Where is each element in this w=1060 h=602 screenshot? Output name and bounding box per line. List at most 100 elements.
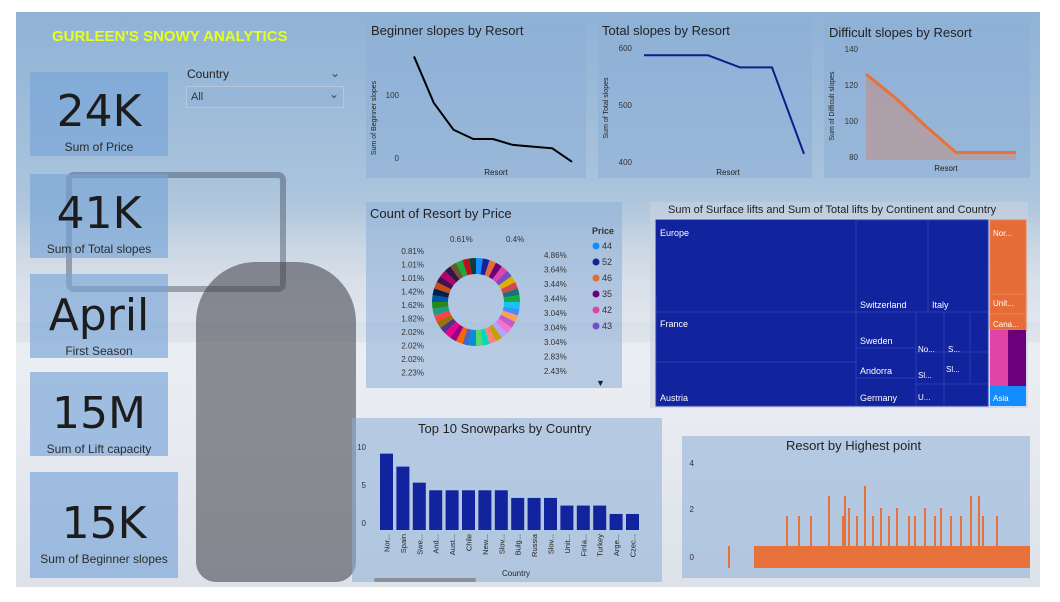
resort-by-price-donut-chart[interactable]: Count of Resort by Price 0.81% 1.01% 1.01%…	[366, 202, 622, 388]
treemap-label: S...	[948, 345, 960, 354]
donut-slice	[480, 328, 490, 346]
bar	[494, 490, 508, 530]
x-tick-label: And...	[432, 534, 441, 554]
treemap-cell-austria	[655, 361, 857, 407]
x-tick-label: Slov...	[497, 534, 506, 554]
kpi-sum-of-beginner-slopes[interactable]: 15K Sum of Beginner slopes	[30, 472, 178, 578]
donut-slice	[444, 266, 460, 283]
treemap-cell-purple	[1008, 330, 1026, 386]
report-title: GURLEEN'S SNOWY ANALYTICS	[52, 28, 288, 45]
kpi-value: 15M	[52, 388, 146, 439]
donut-plot: 0.81% 1.01% 1.01% 1.42% 1.62% 1.82% 2.02% 2.02%…	[401, 226, 614, 378]
kpi-sum-of-lift-capacity[interactable]: 15M Sum of Lift capacity	[30, 372, 168, 456]
kpi-label: Sum of Total slopes	[46, 242, 152, 256]
treemap-label: U...	[918, 393, 930, 402]
bar	[810, 516, 812, 568]
y-tick-label: 600	[619, 44, 633, 53]
highest-point-chart[interactable]: Resort by Highest point 4 2 0	[682, 436, 1030, 578]
x-tick-label: Spain	[399, 534, 408, 553]
country-dropdown[interactable]: All ⌄	[186, 86, 344, 108]
y-tick-label: 80	[849, 153, 858, 162]
total-slopes-chart[interactable]: Total slopes by Resort Sum of Total slop…	[598, 18, 812, 178]
bar	[511, 497, 525, 530]
chevron-down-icon[interactable]: ⌄	[329, 66, 340, 80]
x-tick-label: Chile	[465, 534, 474, 551]
donut-slice	[436, 314, 454, 328]
beginner-slopes-chart[interactable]: Beginner slopes by Resort Sum of Beginne…	[366, 18, 586, 178]
bar	[872, 516, 874, 568]
kpi-label: Sum of Lift capacity	[46, 442, 152, 456]
caret-down-icon[interactable]: ▼	[596, 378, 605, 388]
bar	[754, 546, 1030, 568]
y-tick-label: 10	[357, 443, 366, 452]
slice-label: 4.86%	[544, 251, 567, 260]
donut-slice	[432, 302, 449, 309]
x-tick-label: Swe...	[415, 534, 424, 555]
donut-slice	[432, 295, 449, 302]
series-line	[413, 56, 573, 163]
treemap-cell-switzerland	[855, 219, 929, 313]
total-slopes-plot: Sum of Total slopes Resort 600 500 400	[603, 44, 805, 177]
slice-label: 3.04%	[544, 309, 567, 318]
treemap-cell-andorra	[855, 347, 917, 379]
chevron-down-icon[interactable]: ⌄	[328, 87, 339, 101]
x-axis-label: Resort	[716, 168, 740, 177]
bar	[914, 516, 916, 568]
chart-title: Beginner slopes by Resort	[371, 23, 524, 38]
donut-slice	[495, 318, 512, 334]
bar	[593, 505, 607, 530]
treemap-label: Cana...	[993, 320, 1019, 329]
kpi-value: 41K	[56, 188, 142, 239]
kpi-sum-of-total-slopes[interactable]: 41K Sum of Total slopes	[30, 174, 168, 258]
bar	[848, 508, 850, 568]
donut-slice	[500, 310, 518, 322]
treemap-label: Germany	[860, 393, 898, 403]
donut-slice	[469, 258, 476, 275]
bar	[864, 486, 866, 568]
y-tick-label: 0	[362, 519, 367, 528]
legend-marker	[592, 306, 600, 314]
donut-slice	[503, 295, 520, 302]
x-tick-label: Czec...	[629, 534, 638, 557]
bar	[934, 516, 936, 568]
country-slicer[interactable]: Country ⌄ All ⌄	[184, 64, 344, 114]
bar	[445, 490, 459, 530]
kpi-first-season[interactable]: April First Season	[30, 274, 168, 358]
bar	[978, 496, 980, 568]
lifts-treemap-chart[interactable]: Sum of Surface lifts and Sum of Total li…	[650, 202, 1028, 408]
slice-label: 1.01%	[401, 274, 424, 283]
bar	[856, 516, 858, 568]
treemap-label: Unit...	[993, 299, 1014, 308]
donut-slice	[503, 302, 520, 309]
slice-label: 0.81%	[401, 247, 424, 256]
top-snowparks-chart[interactable]: Top 10 Snowparks by Country 10 5 0 Count…	[352, 418, 662, 582]
kpi-sum-of-price[interactable]: 24K Sum of Price	[30, 72, 168, 156]
slicer-selected-value: All	[191, 91, 204, 103]
legend-label: 44	[602, 241, 612, 251]
treemap-label: Italy	[932, 300, 949, 310]
difficult-slopes-plot: Sum of Difficult slopes Resort 140 120 1…	[829, 45, 1016, 173]
legend-marker	[592, 274, 600, 282]
legend-title: Price	[592, 226, 614, 236]
bar	[560, 505, 574, 530]
difficult-slopes-chart[interactable]: Difficult slopes by Resort Sum of Diffic…	[824, 20, 1030, 178]
donut-slice	[488, 324, 502, 342]
y-tick-label: 120	[845, 81, 859, 90]
bar	[626, 513, 639, 530]
donut-slice	[462, 258, 472, 276]
y-tick-label: 2	[690, 505, 695, 514]
treemap-cell-italy	[927, 219, 989, 313]
donut-slice	[492, 266, 508, 283]
legend-marker	[592, 322, 600, 330]
donut-slice	[492, 321, 508, 338]
slice-label: 3.64%	[544, 266, 567, 275]
donut-slice	[480, 258, 490, 276]
bar	[880, 508, 882, 568]
bar	[478, 490, 492, 530]
bar	[429, 490, 443, 530]
donut-slice	[484, 326, 496, 344]
slice-label: 1.42%	[401, 288, 424, 297]
chart-title: Difficult slopes by Resort	[829, 25, 972, 40]
legend-label: 42	[602, 305, 612, 315]
donut-slice	[432, 288, 450, 298]
